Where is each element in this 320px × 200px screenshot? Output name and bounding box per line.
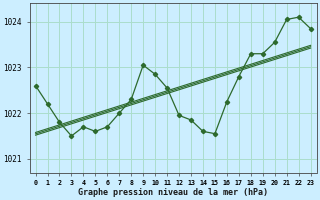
X-axis label: Graphe pression niveau de la mer (hPa): Graphe pression niveau de la mer (hPa)	[78, 188, 268, 197]
